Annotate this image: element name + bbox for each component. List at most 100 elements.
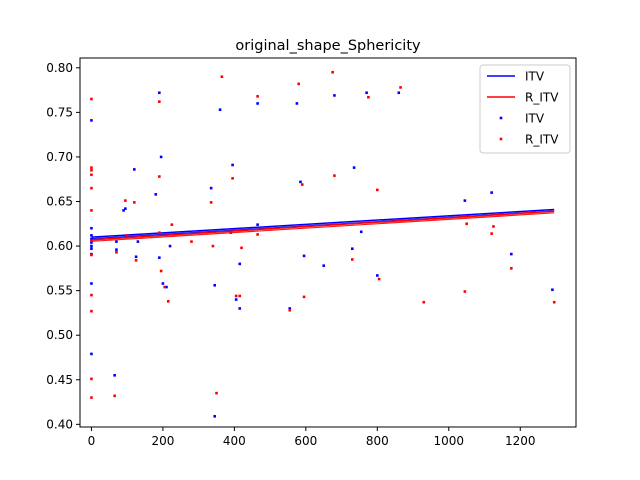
data-point-itv (136, 240, 140, 243)
data-point-r-itv (399, 86, 402, 89)
data-point-r-itv (158, 100, 161, 103)
data-point-itv (90, 226, 93, 230)
data-point-itv (256, 102, 259, 105)
data-point-itv (213, 283, 217, 287)
data-point-itv (122, 209, 125, 212)
data-point-itv (115, 240, 118, 243)
data-point-r-itv (238, 294, 242, 298)
data-point-itv (299, 180, 302, 184)
data-point-itv (551, 288, 554, 292)
data-point-r-itv (90, 377, 93, 381)
x-tick-label: 600 (294, 434, 317, 448)
y-tick-label: 0.80 (46, 61, 73, 75)
data-point-itv (376, 274, 379, 277)
data-point-r-itv (229, 231, 233, 234)
data-point-r-itv (422, 300, 426, 304)
data-point-itv (234, 298, 238, 301)
data-point-itv (90, 247, 93, 251)
data-point-itv (90, 234, 93, 237)
fit-band-r-itv (91, 212, 555, 242)
data-point-itv (90, 282, 93, 285)
data-point-itv (365, 91, 368, 95)
data-point-itv (510, 252, 513, 256)
data-point-itv (288, 307, 292, 310)
data-point-r-itv (377, 277, 381, 281)
data-point-itv (124, 207, 127, 210)
data-point-itv (90, 244, 93, 248)
data-point-r-itv (124, 199, 127, 202)
data-point-itv (161, 282, 165, 285)
data-point-itv (133, 168, 136, 171)
data-point-r-itv (510, 267, 513, 270)
data-point-r-itv (256, 233, 259, 236)
data-point-r-itv (90, 293, 93, 297)
data-point-r-itv (492, 225, 495, 228)
legend-marker-r-itv (499, 137, 503, 141)
data-point-itv (359, 230, 363, 234)
data-point-r-itv (552, 300, 556, 304)
data-point-r-itv (90, 97, 93, 101)
data-point-r-itv (288, 308, 292, 312)
x-tick-label: 800 (366, 434, 389, 448)
legend-label-itv: ITV (525, 112, 545, 126)
y-tick-label: 0.50 (46, 328, 73, 342)
x-tick-label: 200 (151, 434, 174, 448)
data-point-itv (213, 415, 217, 418)
data-point-itv (134, 255, 138, 259)
data-point-r-itv (302, 295, 306, 299)
data-point-r-itv (490, 232, 493, 235)
data-point-itv (322, 264, 326, 267)
data-point-r-itv (90, 209, 93, 212)
data-point-r-itv (90, 253, 93, 257)
y-tick-label: 0.75 (46, 105, 73, 119)
data-point-r-itv (211, 244, 215, 248)
x-tick-label: 1200 (505, 434, 536, 448)
data-point-r-itv (90, 173, 93, 177)
data-point-r-itv (220, 75, 224, 79)
data-point-itv (490, 191, 493, 194)
data-point-itv (333, 94, 336, 97)
data-point-r-itv (190, 240, 193, 243)
y-tick-label: 0.40 (46, 417, 73, 431)
data-point-r-itv (90, 396, 93, 399)
chart-title: original_shape_Sphericity (235, 38, 421, 54)
data-point-itv (352, 166, 356, 169)
data-point-r-itv (231, 177, 234, 180)
x-tick-label: 400 (223, 434, 246, 448)
data-point-r-itv (376, 188, 379, 192)
legend-box (479, 64, 571, 154)
data-point-r-itv (90, 239, 93, 243)
data-point-itv (113, 374, 116, 377)
y-tick-label: 0.65 (46, 195, 73, 209)
data-point-r-itv (90, 186, 93, 190)
data-point-itv (154, 193, 158, 196)
data-point-itv (238, 262, 242, 266)
x-tick-label: 0 (88, 434, 96, 448)
data-point-itv (231, 163, 234, 167)
data-point-r-itv (234, 294, 238, 298)
data-point-itv (90, 241, 93, 244)
data-point-r-itv (163, 285, 166, 289)
data-point-r-itv (297, 82, 300, 86)
data-point-itv (295, 102, 299, 105)
x-tick-label: 1000 (434, 434, 465, 448)
data-point-itv (302, 254, 306, 258)
legend: ITV R_ITV ITV R_ITV (479, 64, 571, 154)
y-tick-label: 0.55 (46, 284, 73, 298)
legend-label-r-itv: R_ITV (525, 133, 559, 147)
data-point-itv (158, 91, 161, 95)
data-point-r-itv (463, 290, 467, 293)
data-point-r-itv (333, 174, 336, 177)
data-point-r-itv (170, 223, 174, 226)
data-point-itv (256, 223, 259, 226)
data-point-r-itv (240, 246, 243, 250)
data-point-r-itv (115, 251, 118, 254)
data-point-r-itv (215, 391, 218, 395)
data-point-itv (238, 307, 242, 310)
data-point-itv (159, 155, 163, 159)
data-point-itv (90, 237, 93, 241)
plot-frame (79, 57, 577, 428)
data-point-itv (463, 199, 467, 202)
y-tick-label: 0.60 (46, 239, 73, 253)
plot-area (90, 70, 556, 418)
